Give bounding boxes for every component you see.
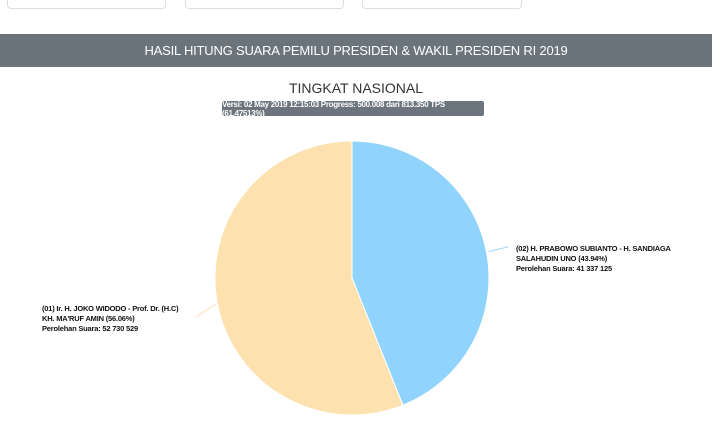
label-line: SALAHUDIN UNO (43.94%) [516, 254, 608, 263]
version-text: Versi: 02 May 2019 12:15:03 Progress: 50… [222, 99, 445, 118]
label-line: (02) H. PRABOWO SUBIANTO - H. SANDIAGA [516, 244, 671, 253]
label-line: KH. MA'RUF AMIN (56.06%) [42, 314, 135, 323]
header-title: HASIL HITUNG SUARA PEMILU PRESIDEN & WAK… [144, 43, 568, 58]
label-votes: Perolehan Suara: 52 730 529 [42, 324, 138, 333]
pie-slice-1[interactable] [214, 140, 404, 416]
top-card-2[interactable] [185, 0, 344, 9]
top-card-1[interactable] [7, 0, 166, 9]
chart-title: TINGKAT NASIONAL [288, 80, 424, 96]
top-card-3[interactable] [362, 0, 522, 9]
slice-label-02: (02) H. PRABOWO SUBIANTO - H. SANDIAGA S… [516, 244, 671, 274]
slice-label-01: (01) Ir. H. JOKO WIDODO - Prof. Dr. (H.C… [42, 304, 179, 334]
label-votes: Perolehan Suara: 41 337 125 [516, 264, 612, 273]
leader-line-0 [488, 246, 509, 253]
leader-line-1 [195, 303, 216, 318]
page-header: HASIL HITUNG SUARA PEMILU PRESIDEN & WAK… [0, 34, 712, 67]
pie-slice-0[interactable] [351, 140, 490, 406]
label-line: (01) Ir. H. JOKO WIDODO - Prof. Dr. (H.C… [42, 304, 179, 313]
version-badge: Versi: 02 May 2019 12:15:03 Progress: 50… [222, 99, 484, 118]
